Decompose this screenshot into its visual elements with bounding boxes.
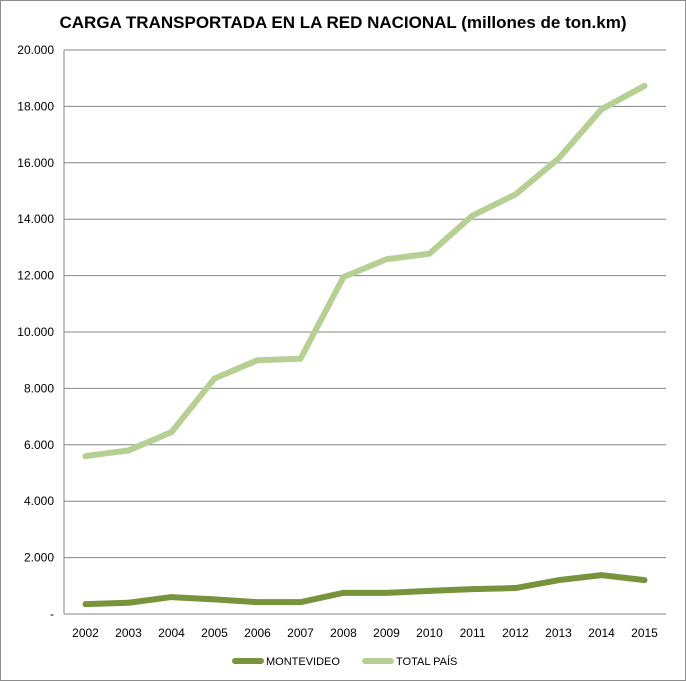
x-tick-label: 2011 <box>460 626 486 640</box>
y-tick-label: 12.000 <box>17 269 54 283</box>
series-line-montevideo <box>82 572 648 608</box>
x-tick-label: 2009 <box>373 626 400 640</box>
chart-title: CARGA TRANSPORTADA EN LA RED NACIONAL (m… <box>59 13 627 32</box>
y-tick-label: 8.000 <box>24 381 54 395</box>
x-tick-label: 2014 <box>588 626 615 640</box>
y-tick-label: 20.000 <box>17 43 54 57</box>
y-tick-label: 4.000 <box>24 494 54 508</box>
y-tick-label: - <box>50 607 54 621</box>
x-tick-label: 2003 <box>115 626 142 640</box>
x-tick-label: 2012 <box>502 626 529 640</box>
y-tick-label: 2.000 <box>24 551 54 565</box>
series-lines <box>82 82 648 608</box>
x-tick-label: 2006 <box>244 626 271 640</box>
x-tick-label: 2002 <box>72 626 99 640</box>
y-tick-label: 14.000 <box>17 212 54 226</box>
x-tick-label: 2015 <box>631 626 658 640</box>
gridlines <box>63 49 666 615</box>
x-tick-label: 2010 <box>416 626 443 640</box>
legend-label: TOTAL PAÍS <box>396 655 457 668</box>
x-tick-label: 2008 <box>330 626 357 640</box>
legend: MONTEVIDEO TOTAL PAÍS <box>232 655 457 668</box>
y-axis-ticks: - 2.000 4.000 6.000 8.000 10.000 12.000 14.000 1… <box>17 43 54 621</box>
x-tick-label: 2013 <box>545 626 572 640</box>
y-tick-label: 10.000 <box>17 325 54 339</box>
x-tick-label: 2004 <box>158 626 185 640</box>
y-tick-label: 18.000 <box>17 99 54 113</box>
y-tick-label: 16.000 <box>17 156 54 170</box>
x-tick-label: 2005 <box>201 626 228 640</box>
x-axis-ticks: 2002 2003 2004 2005 2006 2007 2008 2009 2010 2011… <box>72 626 658 640</box>
y-tick-label: 6.000 <box>24 438 54 452</box>
series-line-total-país <box>82 82 648 460</box>
x-tick-label: 2007 <box>287 626 314 640</box>
legend-label: MONTEVIDEO <box>266 656 340 668</box>
